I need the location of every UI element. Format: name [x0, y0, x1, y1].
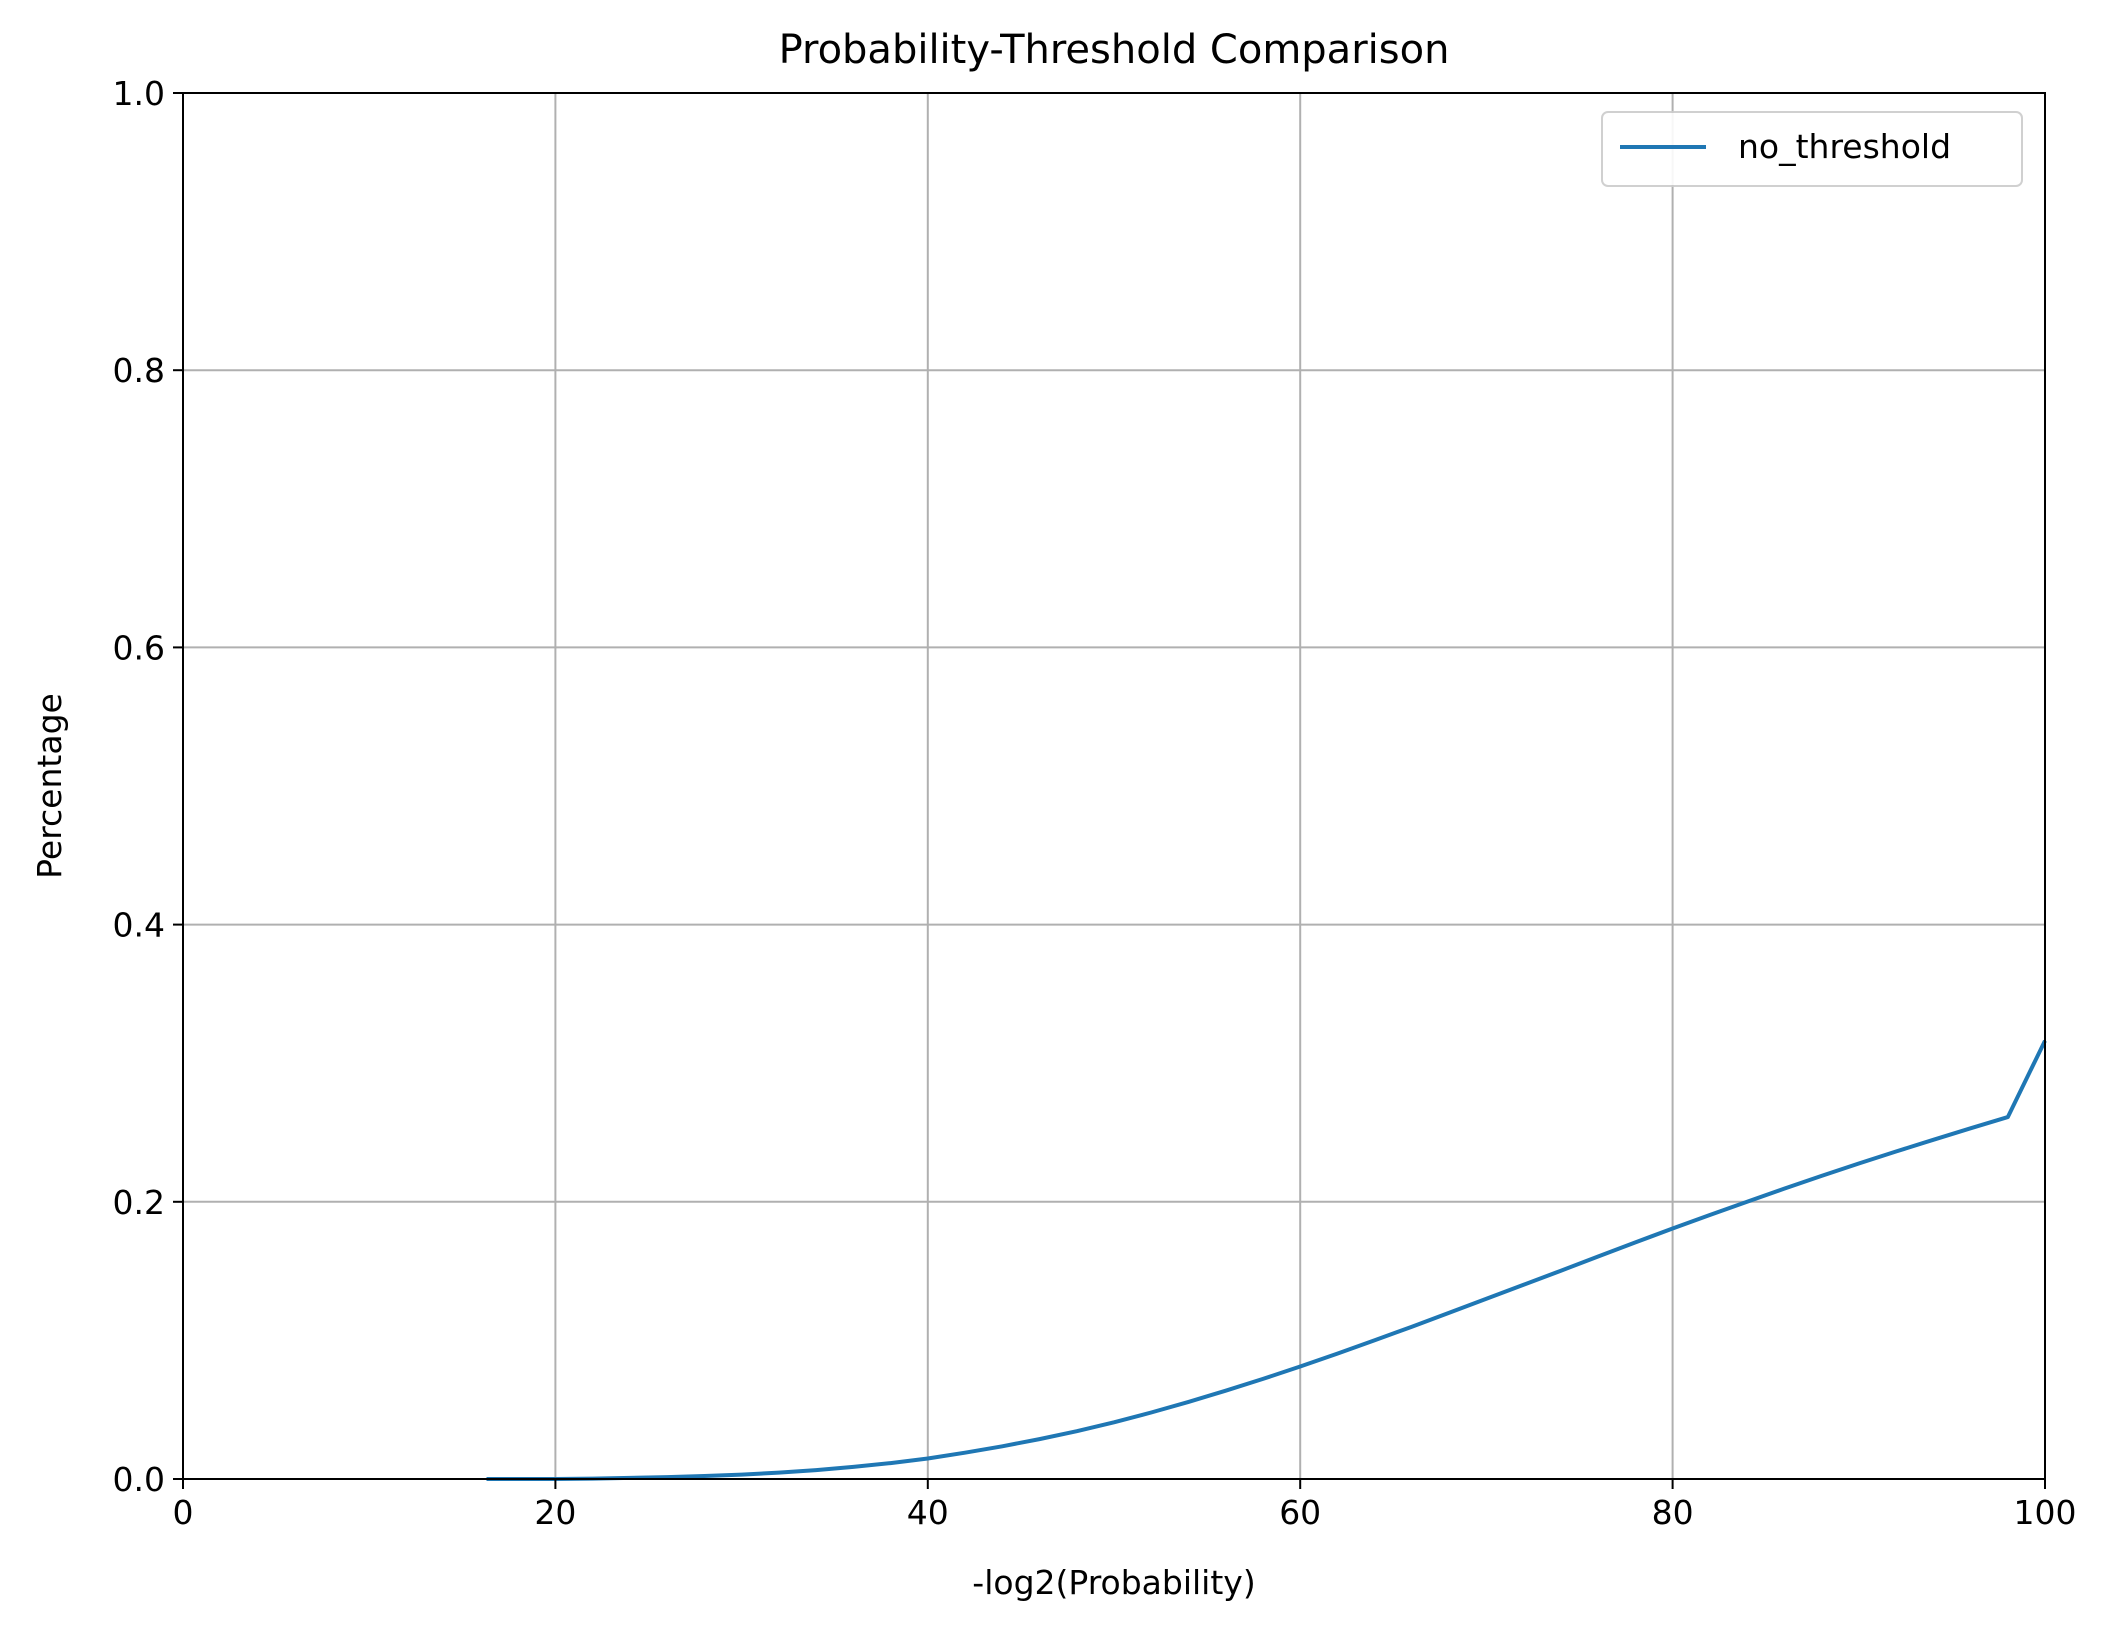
y-tick-label: 0.4: [113, 906, 165, 945]
x-tick-label: 40: [907, 1493, 949, 1532]
series-layer: [486, 1039, 2047, 1481]
x-axis-label: -log2(Probability): [972, 1563, 1255, 1602]
ticks: 0 20 40 60 80 100 0.0 0.2 0.4 0.6 0.8 1.0: [113, 74, 2077, 1532]
legend-label: no_threshold: [1738, 127, 1951, 166]
y-tick-label: 0.2: [113, 1183, 165, 1222]
y-axis-label: Percentage: [30, 693, 69, 879]
legend: no_threshold: [1601, 111, 2023, 187]
y-tick-label: 0.0: [113, 1460, 165, 1499]
x-tick-label: 100: [2014, 1493, 2077, 1532]
y-tick-label: 0.8: [113, 351, 165, 390]
legend-box: [1601, 111, 2023, 187]
x-tick-label: 20: [534, 1493, 576, 1532]
x-tick-label: 0: [173, 1493, 194, 1532]
plot-frame: [182, 92, 2046, 1480]
x-tick-label: 60: [1279, 1493, 1321, 1532]
chart-title: Probability-Threshold Comparison: [779, 27, 1450, 73]
y-tick-label: 0.6: [113, 628, 165, 667]
x-tick-label: 80: [1652, 1493, 1694, 1532]
series-line-no_threshold: [486, 1039, 2047, 1481]
y-tick-label: 1.0: [113, 74, 165, 113]
